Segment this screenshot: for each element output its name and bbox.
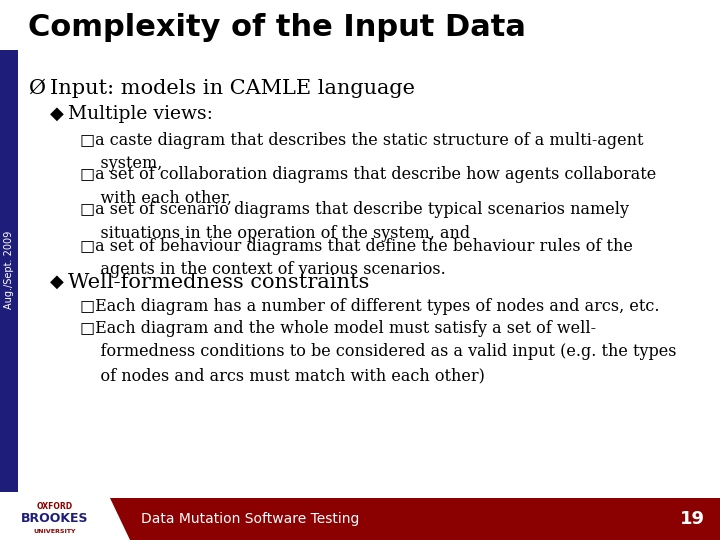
Polygon shape (0, 498, 130, 540)
Text: Well-formedness constraints: Well-formedness constraints (68, 273, 369, 292)
Text: ◆: ◆ (50, 273, 64, 291)
Text: □Each diagram has a number of different types of nodes and arcs, etc.: □Each diagram has a number of different … (80, 298, 660, 315)
Bar (0, 50, 18, 492)
Text: OXFORD: OXFORD (37, 502, 73, 511)
Text: Ø: Ø (28, 79, 45, 98)
Polygon shape (0, 50, 18, 70)
Text: BROOKES: BROOKES (22, 512, 89, 525)
Text: UNIVERSITY: UNIVERSITY (34, 529, 76, 534)
Text: Complexity of the Input Data: Complexity of the Input Data (28, 13, 526, 42)
Text: □a set of behaviour diagrams that define the behaviour rules of the
    agents i: □a set of behaviour diagrams that define… (80, 238, 633, 279)
Text: ◆: ◆ (50, 105, 64, 123)
Text: Input: models in CAMLE language: Input: models in CAMLE language (50, 79, 415, 98)
Text: □a caste diagram that describes the static structure of a multi-agent
    system: □a caste diagram that describes the stat… (80, 132, 644, 172)
Text: □a set of scenario diagrams that describe typical scenarios namely
    situation: □a set of scenario diagrams that describ… (80, 201, 629, 241)
Text: 19: 19 (680, 510, 705, 528)
Text: □Each diagram and the whole model must satisfy a set of well-
    formedness con: □Each diagram and the whole model must s… (80, 320, 677, 384)
Bar (0, 498, 720, 540)
Text: □a set of collaboration diagrams that describe how agents collaborate
    with e: □a set of collaboration diagrams that de… (80, 166, 656, 206)
Text: Aug./Sept. 2009: Aug./Sept. 2009 (4, 231, 14, 309)
Text: Data Mutation Software Testing: Data Mutation Software Testing (141, 512, 359, 526)
Text: Multiple views:: Multiple views: (68, 105, 213, 123)
